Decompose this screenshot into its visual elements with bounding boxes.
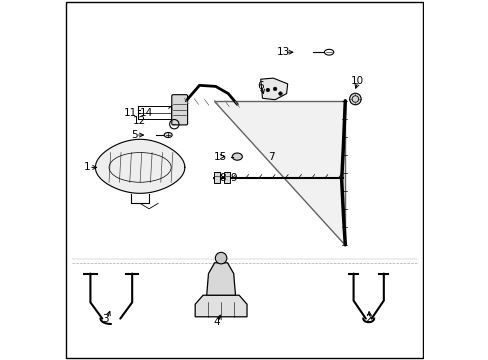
Text: 9: 9 — [230, 173, 236, 183]
Polygon shape — [260, 78, 287, 100]
Text: 2: 2 — [365, 314, 371, 324]
Text: 3: 3 — [102, 314, 109, 324]
Text: 12: 12 — [133, 116, 146, 126]
Text: 1: 1 — [84, 162, 91, 172]
Polygon shape — [206, 263, 235, 295]
Text: 6: 6 — [257, 81, 263, 91]
Text: 14: 14 — [140, 108, 153, 118]
Circle shape — [273, 87, 276, 91]
Circle shape — [215, 252, 226, 264]
Text: 8: 8 — [219, 173, 225, 183]
Polygon shape — [195, 295, 246, 317]
Text: 5: 5 — [131, 130, 138, 140]
Ellipse shape — [164, 132, 172, 138]
FancyBboxPatch shape — [224, 172, 230, 183]
Ellipse shape — [232, 153, 242, 160]
Text: 11: 11 — [123, 108, 137, 118]
Circle shape — [265, 88, 269, 92]
Text: 4: 4 — [213, 317, 220, 327]
Polygon shape — [213, 101, 345, 245]
Text: 13: 13 — [276, 47, 289, 57]
FancyBboxPatch shape — [214, 172, 220, 183]
Circle shape — [278, 92, 282, 95]
Text: 10: 10 — [350, 76, 363, 86]
Text: 7: 7 — [267, 152, 274, 162]
Text: 15: 15 — [213, 152, 227, 162]
Polygon shape — [95, 139, 184, 193]
FancyBboxPatch shape — [171, 95, 187, 125]
Circle shape — [349, 93, 361, 105]
